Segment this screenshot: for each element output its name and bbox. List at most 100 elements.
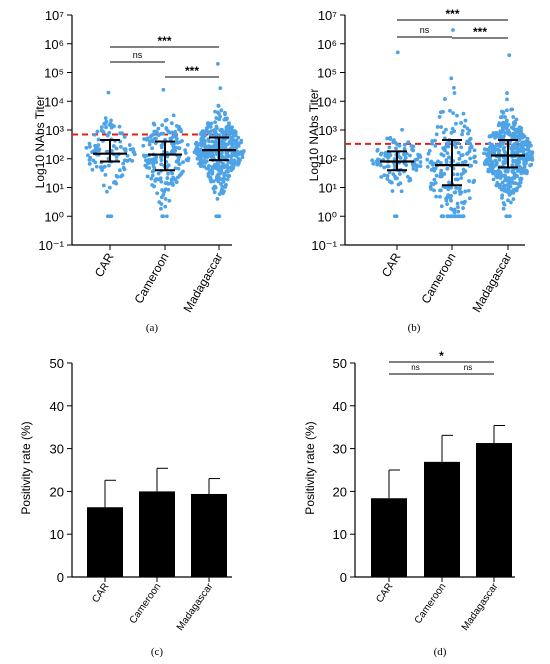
data-point <box>460 129 465 133</box>
data-point <box>452 210 457 215</box>
data-point <box>174 145 178 150</box>
data-point <box>505 118 509 123</box>
data-point <box>438 161 443 165</box>
data-point <box>491 163 496 168</box>
panel-a: Log10 NAbs Titer 10⁻¹10⁰10¹10²10³10⁴10⁵1… <box>33 8 246 334</box>
data-point <box>220 139 225 143</box>
data-point <box>180 139 184 143</box>
data-point <box>466 131 470 136</box>
comparison-label: *** <box>185 64 199 78</box>
data-point <box>220 129 224 134</box>
data-point <box>500 173 504 178</box>
data-point <box>226 165 230 170</box>
data-point <box>491 177 496 182</box>
data-point <box>103 116 108 120</box>
data-point <box>159 162 164 167</box>
data-point <box>482 151 486 156</box>
data-point <box>227 121 231 126</box>
x-tick-label: Cameroon <box>418 251 458 307</box>
data-point <box>179 171 184 176</box>
data-point <box>107 185 112 190</box>
data-point <box>415 163 419 168</box>
data-point <box>440 172 445 177</box>
data-point <box>428 184 433 189</box>
data-point <box>94 164 99 169</box>
data-point <box>505 91 509 95</box>
data-point <box>174 135 178 140</box>
data-point <box>456 150 461 155</box>
y-tick-label: 10 <box>333 527 347 542</box>
data-point <box>432 177 437 182</box>
y-tick-label: 10² <box>45 152 64 167</box>
data-point <box>218 166 223 170</box>
data-point <box>504 160 508 164</box>
y-tick-label: 10 <box>50 527 64 542</box>
data-point <box>163 197 168 201</box>
data-point <box>439 152 444 157</box>
data-point <box>511 126 516 131</box>
data-point <box>487 141 492 146</box>
data-point <box>502 149 507 154</box>
panel-b-ylabel: Log10 NAbs Titer <box>307 89 321 182</box>
panel-d-label: (d) <box>434 646 447 658</box>
comparison-label: * <box>439 349 444 363</box>
data-point <box>213 165 218 170</box>
data-point <box>528 163 532 168</box>
x-tick-label: Cameroon <box>413 581 449 626</box>
data-point <box>215 61 220 66</box>
panel-b-label: (b) <box>408 322 421 334</box>
data-point <box>429 167 434 172</box>
data-point <box>121 165 126 170</box>
data-point <box>123 149 128 154</box>
data-point <box>223 112 227 117</box>
data-point <box>459 121 463 125</box>
data-point <box>466 188 471 193</box>
data-point <box>452 91 457 95</box>
data-point <box>498 143 503 147</box>
data-point <box>378 152 383 157</box>
data-point <box>164 214 169 219</box>
x-tick-label: Madagascar <box>460 581 501 633</box>
data-point <box>204 166 209 171</box>
data-point <box>385 136 390 141</box>
data-point <box>497 135 502 140</box>
data-point <box>198 152 202 157</box>
data-point <box>173 148 178 153</box>
data-point <box>467 149 472 154</box>
data-point <box>404 151 409 156</box>
data-point <box>195 143 200 148</box>
data-point <box>119 174 124 179</box>
data-point <box>194 146 199 151</box>
panel-c-label: (c) <box>151 646 164 658</box>
data-point <box>510 169 515 174</box>
data-point <box>221 179 226 184</box>
comparison-label: ns <box>133 50 143 60</box>
data-point <box>99 125 104 130</box>
data-point <box>514 117 519 122</box>
data-point <box>90 150 94 155</box>
comparison-label: *** <box>473 25 487 39</box>
data-point <box>388 153 393 158</box>
data-point <box>441 109 445 114</box>
y-tick-label: 20 <box>333 484 347 499</box>
data-point <box>168 181 173 186</box>
y-tick-label: 10¹ <box>45 181 64 196</box>
data-point <box>217 111 221 116</box>
data-point <box>411 148 416 153</box>
data-point <box>467 128 472 133</box>
data-point <box>221 161 226 166</box>
panel-a-plot: 10⁻¹ 10⁰ 10¹ 10² 10³ 10⁴ 10⁵ 10⁶ 10⁷ CAR Cameroon M… <box>38 8 246 315</box>
panel-d-plot: 0 10 20 30 40 50 CAR Cameroon Madagascar * ns ns <box>333 349 515 633</box>
data-point <box>382 173 387 178</box>
data-point <box>185 142 190 147</box>
data-point <box>520 132 525 137</box>
data-point <box>515 127 519 132</box>
data-point <box>223 142 228 147</box>
data-point <box>109 118 113 123</box>
data-point <box>216 214 220 219</box>
data-point <box>488 145 492 150</box>
data-point <box>426 151 431 156</box>
data-point <box>506 198 510 203</box>
data-point <box>502 155 506 160</box>
data-point <box>150 146 154 151</box>
